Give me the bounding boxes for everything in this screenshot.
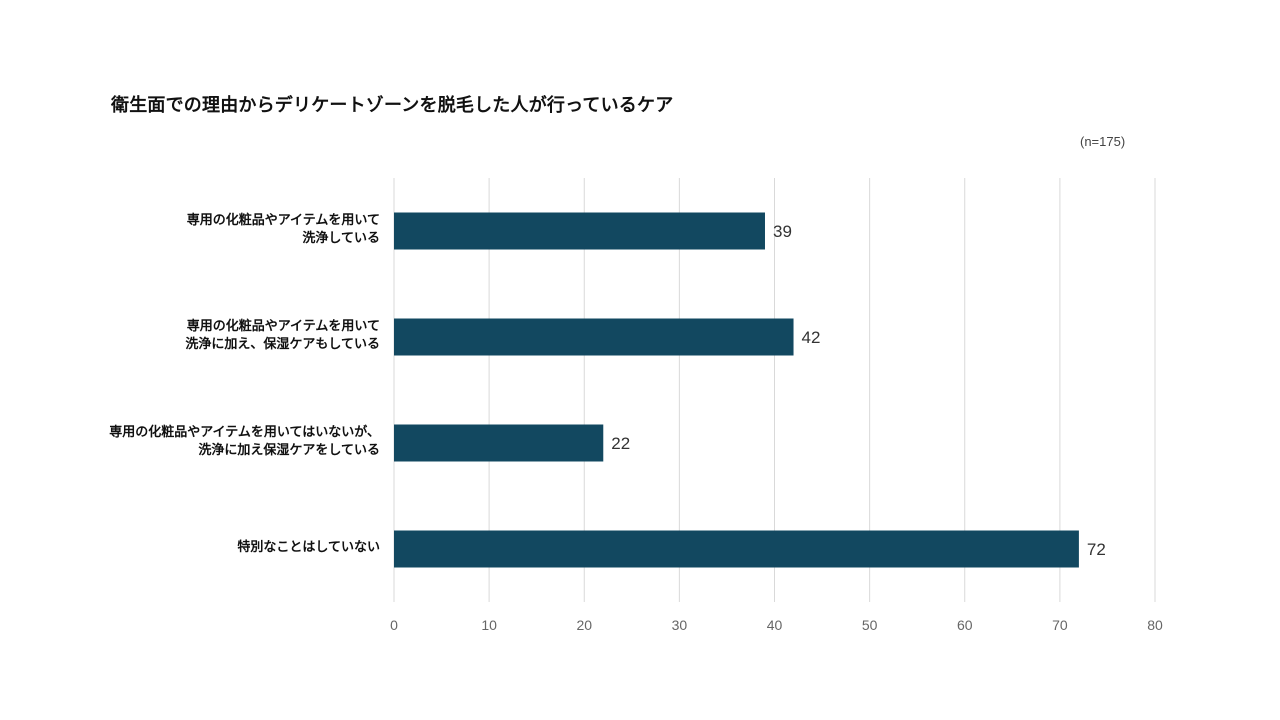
x-tick-label: 60	[957, 617, 973, 633]
bar-value-label: 42	[802, 328, 821, 347]
x-tick-label: 50	[862, 617, 878, 633]
bar-value-label: 22	[611, 434, 630, 453]
sample-size-note: (n=175)	[1080, 134, 1126, 149]
category-label: 専用の化粧品やアイテムを用いて洗浄している	[187, 212, 380, 248]
category-label: 専用の化粧品やアイテムを用いてはいないが、洗浄に加え保湿ケアをしている	[109, 424, 380, 460]
x-tick-label: 70	[1052, 617, 1068, 633]
category-label: 専用の化粧品やアイテムを用いて 洗浄に加え、保湿ケアもしている	[185, 318, 380, 354]
x-tick-label: 40	[767, 617, 783, 633]
category-label-line: 専用の化粧品やアイテムを用いて	[186, 213, 380, 228]
category-label-line: 洗浄している	[302, 231, 380, 246]
x-tick-label: 10	[481, 617, 497, 633]
x-tick-label: 20	[576, 617, 592, 633]
category-label-line: 専用の化粧品やアイテムを用いて	[186, 319, 380, 334]
category-label-line: 洗浄に加え保湿ケアをしている	[198, 443, 380, 458]
category-label-line: 専用の化粧品やアイテムを用いてはいないが、	[109, 425, 380, 440]
x-tick-label: 30	[672, 617, 688, 633]
bar	[394, 530, 1079, 568]
category-label-line: 洗浄に加え、保湿ケアもしている	[185, 337, 380, 352]
bar	[394, 318, 794, 356]
x-tick-label: 0	[390, 617, 398, 633]
bar	[394, 424, 604, 462]
chart-title: 衛生面での理由からデリケートゾーンを脱毛した人が行っているケア	[111, 95, 674, 116]
bar-value-label: 72	[1087, 540, 1106, 559]
category-label: 特別なことはしていない	[237, 539, 380, 557]
bar	[394, 212, 765, 250]
category-label-line: 特別なことはしていない	[237, 540, 380, 555]
x-tick-label: 80	[1147, 617, 1163, 633]
bar-value-label: 39	[773, 222, 792, 241]
